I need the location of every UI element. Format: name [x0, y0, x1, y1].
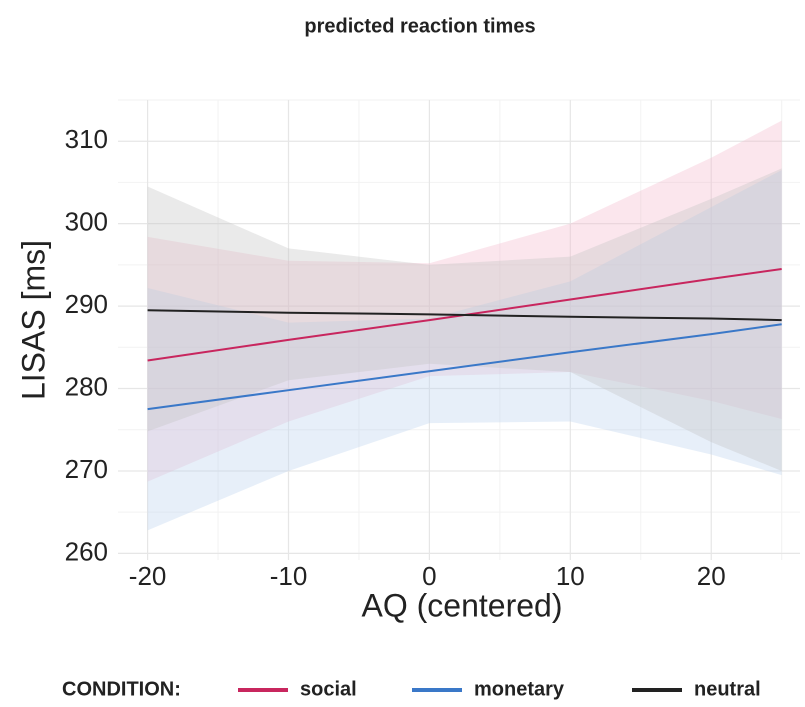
x-tick-label: -20	[129, 561, 167, 591]
x-tick-label: 0	[422, 561, 436, 591]
confidence-band	[147, 170, 782, 531]
y-tick-label: 280	[65, 371, 108, 401]
y-axis-label: LISAS [ms]	[15, 240, 51, 400]
x-tick-label: -10	[270, 561, 308, 591]
confidence-band	[147, 168, 782, 471]
x-tick-label: 10	[556, 561, 585, 591]
chart-title: predicted reaction times	[304, 15, 535, 37]
legend-label: monetary	[474, 678, 565, 700]
line	[147, 309, 782, 322]
line	[147, 268, 782, 362]
line	[147, 323, 782, 411]
x-tick-label: 20	[697, 561, 726, 591]
x-axis-label: AQ (centered)	[362, 587, 563, 623]
legend-title: CONDITION:	[62, 678, 181, 700]
y-tick-label: 260	[65, 536, 108, 566]
y-tick-label: 300	[65, 207, 108, 237]
legend-label: social	[300, 678, 357, 700]
confidence-band	[147, 120, 782, 482]
y-tick-label: 290	[65, 289, 108, 319]
y-tick-label: 310	[65, 124, 108, 154]
y-tick-label: 270	[65, 454, 108, 484]
legend-label: neutral	[694, 678, 761, 700]
